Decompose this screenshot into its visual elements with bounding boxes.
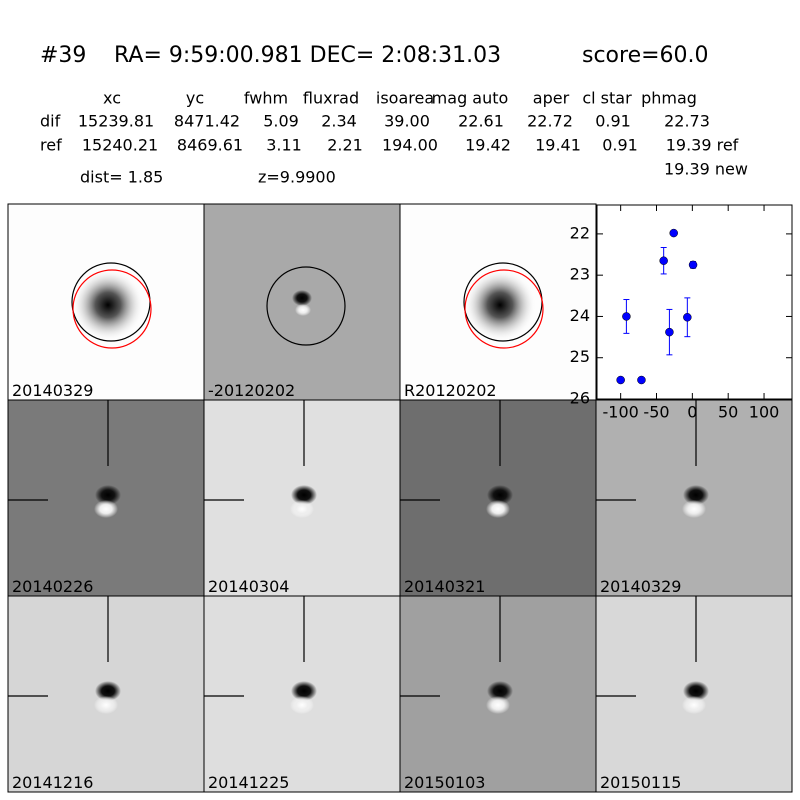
point xyxy=(683,313,692,322)
panel-label: -20120202 xyxy=(208,381,295,400)
blob xyxy=(682,500,706,518)
blob xyxy=(487,681,513,701)
panel-label: 20140329 xyxy=(600,577,681,596)
blob xyxy=(464,269,536,341)
cell: 2.34 xyxy=(321,112,357,131)
panel-label: 20140329 xyxy=(12,381,93,400)
cell: 8471.42 xyxy=(174,112,240,131)
z: z=9.9900 xyxy=(258,168,336,187)
panel-label: R20120202 xyxy=(404,381,497,400)
scatter-chart: 22 23 24 25 26 -100 -50 0 50 100 xyxy=(570,204,793,422)
panel-label: 20140226 xyxy=(12,577,93,596)
blob xyxy=(683,485,709,505)
y-tick-label: 26 xyxy=(570,389,590,408)
row-label: ref xyxy=(40,136,62,155)
cell: 3.11 xyxy=(266,136,302,155)
cell: 39.00 xyxy=(384,112,430,131)
column-header: mag auto xyxy=(432,89,509,108)
column-header: isoarea xyxy=(376,89,434,108)
blob xyxy=(94,696,118,714)
x-tick-label: 0 xyxy=(687,403,697,422)
column-header: aper xyxy=(533,89,570,108)
cell: 22.61 xyxy=(458,112,504,131)
aperture xyxy=(266,266,346,346)
cell: 0.91 xyxy=(602,136,638,155)
y-tick-label: 25 xyxy=(570,347,590,366)
y-tick-label: 22 xyxy=(570,223,590,242)
dist: dist= 1.85 xyxy=(80,168,163,187)
panel-label: 20140321 xyxy=(404,577,485,596)
column-header: phmag xyxy=(641,89,697,108)
blob xyxy=(682,696,706,714)
score: score=60.0 xyxy=(582,43,709,68)
column-header: fwhm xyxy=(244,89,288,108)
blob xyxy=(290,500,314,518)
blob xyxy=(292,290,312,306)
cell: 2.21 xyxy=(327,136,363,155)
blob xyxy=(683,681,709,701)
blob xyxy=(487,485,513,505)
point xyxy=(659,256,668,265)
point xyxy=(665,327,674,337)
column-header: cl star xyxy=(582,89,632,108)
blob xyxy=(486,500,510,518)
blob xyxy=(486,696,510,714)
cell: 22.73 xyxy=(664,112,710,131)
blob xyxy=(95,485,121,505)
cell: 5.09 xyxy=(263,112,299,131)
y-tick-label: 23 xyxy=(570,265,590,284)
x-tick-label: -100 xyxy=(603,403,639,422)
cell: 15239.81 xyxy=(78,112,154,131)
x-tick-label: -50 xyxy=(643,403,669,422)
blob xyxy=(291,681,317,701)
object-id: #39 xyxy=(40,43,86,68)
panel-label: 20150115 xyxy=(600,773,681,792)
panel-label: 20140304 xyxy=(208,577,289,596)
blob xyxy=(72,269,144,341)
blob xyxy=(290,696,314,714)
coordinates: RA= 9:59:00.981 DEC= 2:08:31.03 xyxy=(114,43,501,68)
point xyxy=(688,260,698,270)
cell: 194.00 xyxy=(382,136,438,155)
note: 19.39 new xyxy=(664,160,748,179)
blob xyxy=(291,485,317,505)
plot-area xyxy=(596,204,793,400)
point xyxy=(637,375,646,385)
blob xyxy=(94,500,118,518)
x-tick-label: 100 xyxy=(749,403,780,422)
point xyxy=(622,312,631,321)
aperture-ref xyxy=(464,269,544,349)
panel-label: 20141225 xyxy=(208,773,289,792)
cell: 8469.61 xyxy=(177,136,243,155)
point xyxy=(616,375,625,385)
panels: 20140329 -20120202 R20120202 20140226 201403… xyxy=(7,203,793,793)
cell: 22.72 xyxy=(527,112,573,131)
cell: 19.42 xyxy=(465,136,511,155)
y-tick-label: 24 xyxy=(570,306,590,325)
column-header: fluxrad xyxy=(303,89,359,108)
point xyxy=(669,228,678,238)
column-header: yc xyxy=(186,89,204,108)
panel-label: 20150103 xyxy=(404,773,485,792)
row-label: dif xyxy=(40,112,61,131)
cell: 15240.21 xyxy=(82,136,158,155)
cell: 0.91 xyxy=(595,112,631,131)
column-header: xc xyxy=(103,89,121,108)
cell: 19.41 xyxy=(535,136,581,155)
aperture-ref xyxy=(72,269,152,349)
cell: 19.39 ref xyxy=(666,136,739,155)
panel-label: 20141216 xyxy=(12,773,93,792)
x-tick-label: 50 xyxy=(718,403,738,422)
blob xyxy=(295,304,311,316)
blob xyxy=(95,681,121,701)
